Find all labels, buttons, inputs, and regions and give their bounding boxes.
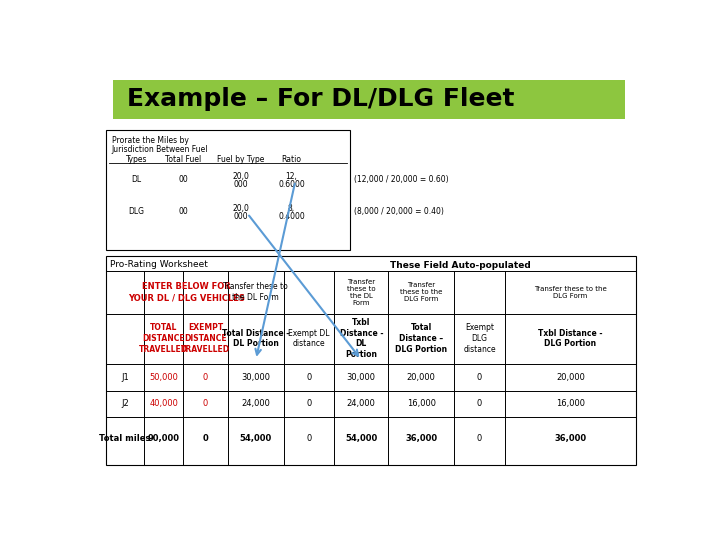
Text: EXEMPT
DISTANCE
TRAVELLED: EXEMPT DISTANCE TRAVELLED	[181, 323, 230, 354]
Text: 20,0: 20,0	[233, 204, 250, 213]
Text: Total Fuel: Total Fuel	[165, 155, 201, 164]
Text: Transfer
these to
the DL
Form: Transfer these to the DL Form	[347, 279, 376, 306]
Text: Example – For DL/DLG Fleet: Example – For DL/DLG Fleet	[127, 87, 515, 111]
Text: 50,000: 50,000	[149, 373, 178, 382]
Text: Txbl
Distance -
DL
Portion: Txbl Distance - DL Portion	[340, 318, 383, 359]
Text: 40,000: 40,000	[149, 400, 178, 408]
Text: 24,000: 24,000	[241, 400, 270, 408]
Text: Total Distance –
DL Portion: Total Distance – DL Portion	[222, 329, 290, 348]
Text: Exempt
DLG
distance: Exempt DLG distance	[463, 323, 496, 354]
Text: 0: 0	[203, 400, 208, 408]
Text: 0: 0	[477, 400, 482, 408]
Text: Pro-Rating Worksheet: Pro-Rating Worksheet	[110, 260, 208, 269]
Text: 0: 0	[203, 373, 208, 382]
Text: 36,000: 36,000	[405, 434, 437, 443]
Text: Txbl Distance -
DLG Portion: Txbl Distance - DLG Portion	[539, 329, 603, 348]
Bar	[106, 256, 636, 465]
Text: 0.4000: 0.4000	[278, 212, 305, 221]
Text: 20,000: 20,000	[556, 373, 585, 382]
Text: 30,000: 30,000	[347, 373, 376, 382]
Text: 12,: 12,	[286, 172, 297, 181]
Text: 20,000: 20,000	[407, 373, 436, 382]
Text: 16,000: 16,000	[407, 400, 436, 408]
Text: ENTER BELOW FOR
YOUR DL / DLG VEHICLES: ENTER BELOW FOR YOUR DL / DLG VEHICLES	[127, 282, 245, 303]
Text: Types: Types	[126, 155, 148, 164]
Text: (8,000 / 20,000 = 0.40): (8,000 / 20,000 = 0.40)	[354, 207, 444, 217]
Text: 24,000: 24,000	[347, 400, 376, 408]
Text: Total miles: Total miles	[99, 434, 150, 443]
Text: Total
Distance –
DLG Portion: Total Distance – DLG Portion	[395, 323, 447, 354]
Text: These Field Auto-populated: These Field Auto-populated	[390, 260, 531, 269]
Text: 54,000: 54,000	[240, 434, 272, 443]
Text: 0: 0	[202, 434, 208, 443]
Text: Ratio: Ratio	[282, 155, 302, 164]
Text: (12,000 / 20,000 = 0.60): (12,000 / 20,000 = 0.60)	[354, 175, 448, 184]
Text: 0: 0	[306, 373, 312, 382]
Text: 0.6000: 0.6000	[278, 180, 305, 188]
Text: Fuel by Type: Fuel by Type	[217, 155, 265, 164]
Text: Transfer these to the
DLG Form: Transfer these to the DLG Form	[534, 286, 607, 299]
Text: DL: DL	[132, 175, 142, 184]
Text: 20,0: 20,0	[233, 172, 250, 181]
Text: 16,000: 16,000	[556, 400, 585, 408]
Text: 0: 0	[306, 400, 312, 408]
Text: 0: 0	[477, 373, 482, 382]
Text: Prorate the Miles by: Prorate the Miles by	[112, 137, 189, 145]
Text: Transfer
these to the
DLG Form: Transfer these to the DLG Form	[400, 282, 443, 302]
Text: J1: J1	[121, 373, 129, 382]
Text: 0: 0	[477, 434, 482, 443]
Bar	[106, 130, 350, 249]
Text: Exempt DL
distance: Exempt DL distance	[288, 329, 330, 348]
Text: 30,000: 30,000	[241, 373, 270, 382]
Text: DLG: DLG	[128, 207, 145, 217]
Text: 000: 000	[234, 212, 248, 221]
Text: 36,000: 36,000	[554, 434, 587, 443]
Text: 90,000: 90,000	[148, 434, 179, 443]
Text: J2: J2	[121, 400, 129, 408]
Text: 8,: 8,	[288, 204, 295, 213]
Text: Jurisdiction Between Fuel: Jurisdiction Between Fuel	[112, 145, 208, 154]
Text: 00: 00	[178, 175, 188, 184]
Text: Transfer these to
the DL Form: Transfer these to the DL Form	[223, 282, 288, 302]
Text: 000: 000	[234, 180, 248, 188]
Text: 0: 0	[306, 434, 312, 443]
Text: 00: 00	[178, 207, 188, 217]
Text: TOTAL
DISTANCE
TRAVELLED: TOTAL DISTANCE TRAVELLED	[139, 323, 188, 354]
Bar	[113, 80, 625, 119]
Text: 54,000: 54,000	[345, 434, 377, 443]
